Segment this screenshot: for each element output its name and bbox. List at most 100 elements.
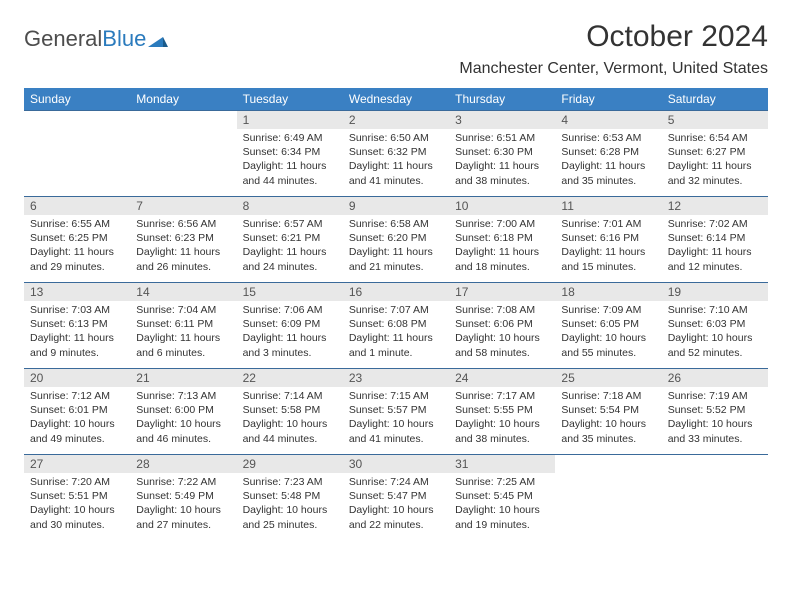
day-body: Sunrise: 6:55 AMSunset: 6:25 PMDaylight:… bbox=[24, 215, 130, 278]
day-cell: 28Sunrise: 7:22 AMSunset: 5:49 PMDayligh… bbox=[130, 455, 236, 541]
day-cell: 25Sunrise: 7:18 AMSunset: 5:54 PMDayligh… bbox=[555, 369, 661, 455]
day-number: 22 bbox=[237, 369, 343, 387]
day-cell: 14Sunrise: 7:04 AMSunset: 6:11 PMDayligh… bbox=[130, 283, 236, 369]
day-number: 18 bbox=[555, 283, 661, 301]
table-row: 6Sunrise: 6:55 AMSunset: 6:25 PMDaylight… bbox=[24, 197, 768, 283]
day-number: 28 bbox=[130, 455, 236, 473]
day-cell: 12Sunrise: 7:02 AMSunset: 6:14 PMDayligh… bbox=[662, 197, 768, 283]
day-body: Sunrise: 6:50 AMSunset: 6:32 PMDaylight:… bbox=[343, 129, 449, 192]
day-body: Sunrise: 7:00 AMSunset: 6:18 PMDaylight:… bbox=[449, 215, 555, 278]
day-cell bbox=[24, 111, 130, 197]
day-cell: 10Sunrise: 7:00 AMSunset: 6:18 PMDayligh… bbox=[449, 197, 555, 283]
day-body: Sunrise: 7:01 AMSunset: 6:16 PMDaylight:… bbox=[555, 215, 661, 278]
weekday-header: Tuesday bbox=[237, 88, 343, 111]
day-number: 4 bbox=[555, 111, 661, 129]
calendar-table: Sunday Monday Tuesday Wednesday Thursday… bbox=[24, 88, 768, 541]
day-cell: 13Sunrise: 7:03 AMSunset: 6:13 PMDayligh… bbox=[24, 283, 130, 369]
day-cell: 27Sunrise: 7:20 AMSunset: 5:51 PMDayligh… bbox=[24, 455, 130, 541]
day-body: Sunrise: 7:14 AMSunset: 5:58 PMDaylight:… bbox=[237, 387, 343, 450]
day-number: 24 bbox=[449, 369, 555, 387]
day-body: Sunrise: 7:22 AMSunset: 5:49 PMDaylight:… bbox=[130, 473, 236, 536]
day-number: 11 bbox=[555, 197, 661, 215]
day-number: 31 bbox=[449, 455, 555, 473]
day-number: 2 bbox=[343, 111, 449, 129]
day-number: 15 bbox=[237, 283, 343, 301]
calendar-body: 1Sunrise: 6:49 AMSunset: 6:34 PMDaylight… bbox=[24, 111, 768, 541]
day-body: Sunrise: 7:10 AMSunset: 6:03 PMDaylight:… bbox=[662, 301, 768, 364]
day-number: 23 bbox=[343, 369, 449, 387]
day-body: Sunrise: 7:23 AMSunset: 5:48 PMDaylight:… bbox=[237, 473, 343, 536]
day-cell: 16Sunrise: 7:07 AMSunset: 6:08 PMDayligh… bbox=[343, 283, 449, 369]
day-number: 8 bbox=[237, 197, 343, 215]
table-row: 13Sunrise: 7:03 AMSunset: 6:13 PMDayligh… bbox=[24, 283, 768, 369]
day-cell: 26Sunrise: 7:19 AMSunset: 5:52 PMDayligh… bbox=[662, 369, 768, 455]
weekday-header: Friday bbox=[555, 88, 661, 111]
day-body: Sunrise: 7:08 AMSunset: 6:06 PMDaylight:… bbox=[449, 301, 555, 364]
day-cell: 3Sunrise: 6:51 AMSunset: 6:30 PMDaylight… bbox=[449, 111, 555, 197]
day-body: Sunrise: 6:57 AMSunset: 6:21 PMDaylight:… bbox=[237, 215, 343, 278]
day-body: Sunrise: 6:56 AMSunset: 6:23 PMDaylight:… bbox=[130, 215, 236, 278]
day-number: 17 bbox=[449, 283, 555, 301]
header: GeneralBlue October 2024 Manchester Cent… bbox=[24, 20, 768, 78]
day-cell: 5Sunrise: 6:54 AMSunset: 6:27 PMDaylight… bbox=[662, 111, 768, 197]
day-cell: 6Sunrise: 6:55 AMSunset: 6:25 PMDaylight… bbox=[24, 197, 130, 283]
day-body: Sunrise: 6:51 AMSunset: 6:30 PMDaylight:… bbox=[449, 129, 555, 192]
day-cell bbox=[130, 111, 236, 197]
page-title: October 2024 bbox=[459, 20, 768, 54]
day-cell: 20Sunrise: 7:12 AMSunset: 6:01 PMDayligh… bbox=[24, 369, 130, 455]
day-cell: 4Sunrise: 6:53 AMSunset: 6:28 PMDaylight… bbox=[555, 111, 661, 197]
logo-left: General bbox=[24, 26, 102, 51]
day-body: Sunrise: 7:12 AMSunset: 6:01 PMDaylight:… bbox=[24, 387, 130, 450]
day-number: 6 bbox=[24, 197, 130, 215]
day-number: 30 bbox=[343, 455, 449, 473]
day-number: 9 bbox=[343, 197, 449, 215]
day-body: Sunrise: 7:04 AMSunset: 6:11 PMDaylight:… bbox=[130, 301, 236, 364]
day-body: Sunrise: 6:49 AMSunset: 6:34 PMDaylight:… bbox=[237, 129, 343, 192]
logo-right: Blue bbox=[102, 26, 146, 51]
day-cell: 19Sunrise: 7:10 AMSunset: 6:03 PMDayligh… bbox=[662, 283, 768, 369]
day-number: 25 bbox=[555, 369, 661, 387]
day-body: Sunrise: 7:19 AMSunset: 5:52 PMDaylight:… bbox=[662, 387, 768, 450]
day-number: 1 bbox=[237, 111, 343, 129]
day-number: 12 bbox=[662, 197, 768, 215]
table-row: 1Sunrise: 6:49 AMSunset: 6:34 PMDaylight… bbox=[24, 111, 768, 197]
day-cell: 30Sunrise: 7:24 AMSunset: 5:47 PMDayligh… bbox=[343, 455, 449, 541]
day-body: Sunrise: 7:20 AMSunset: 5:51 PMDaylight:… bbox=[24, 473, 130, 536]
day-body: Sunrise: 7:06 AMSunset: 6:09 PMDaylight:… bbox=[237, 301, 343, 364]
day-cell bbox=[662, 455, 768, 541]
day-number: 13 bbox=[24, 283, 130, 301]
location: Manchester Center, Vermont, United State… bbox=[459, 60, 768, 78]
day-body: Sunrise: 7:25 AMSunset: 5:45 PMDaylight:… bbox=[449, 473, 555, 536]
day-body: Sunrise: 7:09 AMSunset: 6:05 PMDaylight:… bbox=[555, 301, 661, 364]
day-number: 14 bbox=[130, 283, 236, 301]
table-row: 20Sunrise: 7:12 AMSunset: 6:01 PMDayligh… bbox=[24, 369, 768, 455]
day-number: 27 bbox=[24, 455, 130, 473]
day-cell: 8Sunrise: 6:57 AMSunset: 6:21 PMDaylight… bbox=[237, 197, 343, 283]
day-cell: 9Sunrise: 6:58 AMSunset: 6:20 PMDaylight… bbox=[343, 197, 449, 283]
day-body: Sunrise: 7:13 AMSunset: 6:00 PMDaylight:… bbox=[130, 387, 236, 450]
day-number: 29 bbox=[237, 455, 343, 473]
day-number: 5 bbox=[662, 111, 768, 129]
logo-text: GeneralBlue bbox=[24, 26, 146, 52]
weekday-header: Sunday bbox=[24, 88, 130, 111]
day-cell: 17Sunrise: 7:08 AMSunset: 6:06 PMDayligh… bbox=[449, 283, 555, 369]
weekday-header: Saturday bbox=[662, 88, 768, 111]
day-body: Sunrise: 7:18 AMSunset: 5:54 PMDaylight:… bbox=[555, 387, 661, 450]
day-number: 20 bbox=[24, 369, 130, 387]
day-cell: 18Sunrise: 7:09 AMSunset: 6:05 PMDayligh… bbox=[555, 283, 661, 369]
day-body: Sunrise: 7:07 AMSunset: 6:08 PMDaylight:… bbox=[343, 301, 449, 364]
day-number: 19 bbox=[662, 283, 768, 301]
day-body: Sunrise: 7:03 AMSunset: 6:13 PMDaylight:… bbox=[24, 301, 130, 364]
day-cell: 21Sunrise: 7:13 AMSunset: 6:00 PMDayligh… bbox=[130, 369, 236, 455]
logo: GeneralBlue bbox=[24, 26, 168, 52]
table-row: 27Sunrise: 7:20 AMSunset: 5:51 PMDayligh… bbox=[24, 455, 768, 541]
day-cell: 23Sunrise: 7:15 AMSunset: 5:57 PMDayligh… bbox=[343, 369, 449, 455]
day-body: Sunrise: 7:24 AMSunset: 5:47 PMDaylight:… bbox=[343, 473, 449, 536]
day-cell: 22Sunrise: 7:14 AMSunset: 5:58 PMDayligh… bbox=[237, 369, 343, 455]
day-body: Sunrise: 7:17 AMSunset: 5:55 PMDaylight:… bbox=[449, 387, 555, 450]
day-number: 3 bbox=[449, 111, 555, 129]
day-number: 16 bbox=[343, 283, 449, 301]
day-number: 10 bbox=[449, 197, 555, 215]
day-cell: 24Sunrise: 7:17 AMSunset: 5:55 PMDayligh… bbox=[449, 369, 555, 455]
weekday-header: Monday bbox=[130, 88, 236, 111]
